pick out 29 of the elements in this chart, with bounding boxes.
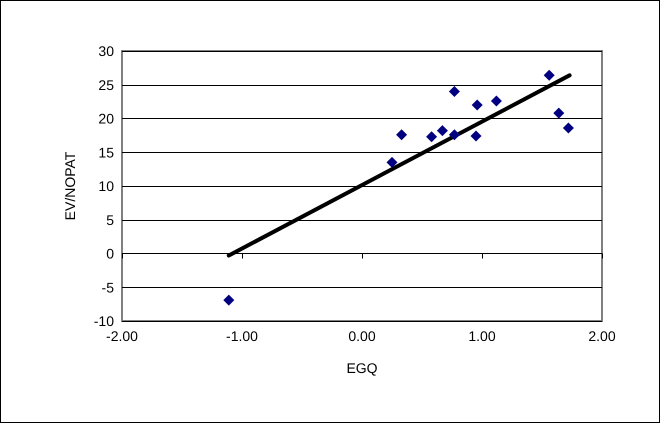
x-tick-label: 2.00 (588, 328, 616, 344)
point (553, 108, 564, 119)
point (223, 294, 234, 306)
x-tick-label: 1.00 (468, 328, 496, 344)
x-tick-label: -1.00 (226, 328, 258, 344)
point (562, 122, 574, 134)
point (448, 86, 460, 97)
x-axis-title: EGQ (346, 360, 378, 376)
point (490, 95, 502, 106)
y-tick-label: 30 (98, 43, 114, 59)
y-tick-label: 10 (98, 178, 114, 194)
y-tick-label: -5 (102, 279, 114, 296)
point (544, 70, 555, 81)
point (448, 129, 460, 140)
y-tick-label: 20 (98, 110, 114, 126)
x-tick-label: 0.00 (348, 328, 376, 344)
point (470, 130, 482, 142)
y-tick-label: -10 (94, 313, 114, 329)
point (472, 100, 483, 110)
y-tick-label: 5 (106, 212, 114, 228)
point (396, 129, 408, 140)
y-tick-label: 25 (98, 76, 114, 93)
point (436, 125, 448, 136)
x-tick-label: -2.00 (106, 328, 138, 344)
point (386, 156, 398, 168)
y-axis-title: EV/NOPAT (62, 151, 78, 220)
y-tick-label: 0 (106, 246, 114, 262)
y-tick-label: 15 (98, 144, 114, 160)
point (426, 131, 438, 142)
